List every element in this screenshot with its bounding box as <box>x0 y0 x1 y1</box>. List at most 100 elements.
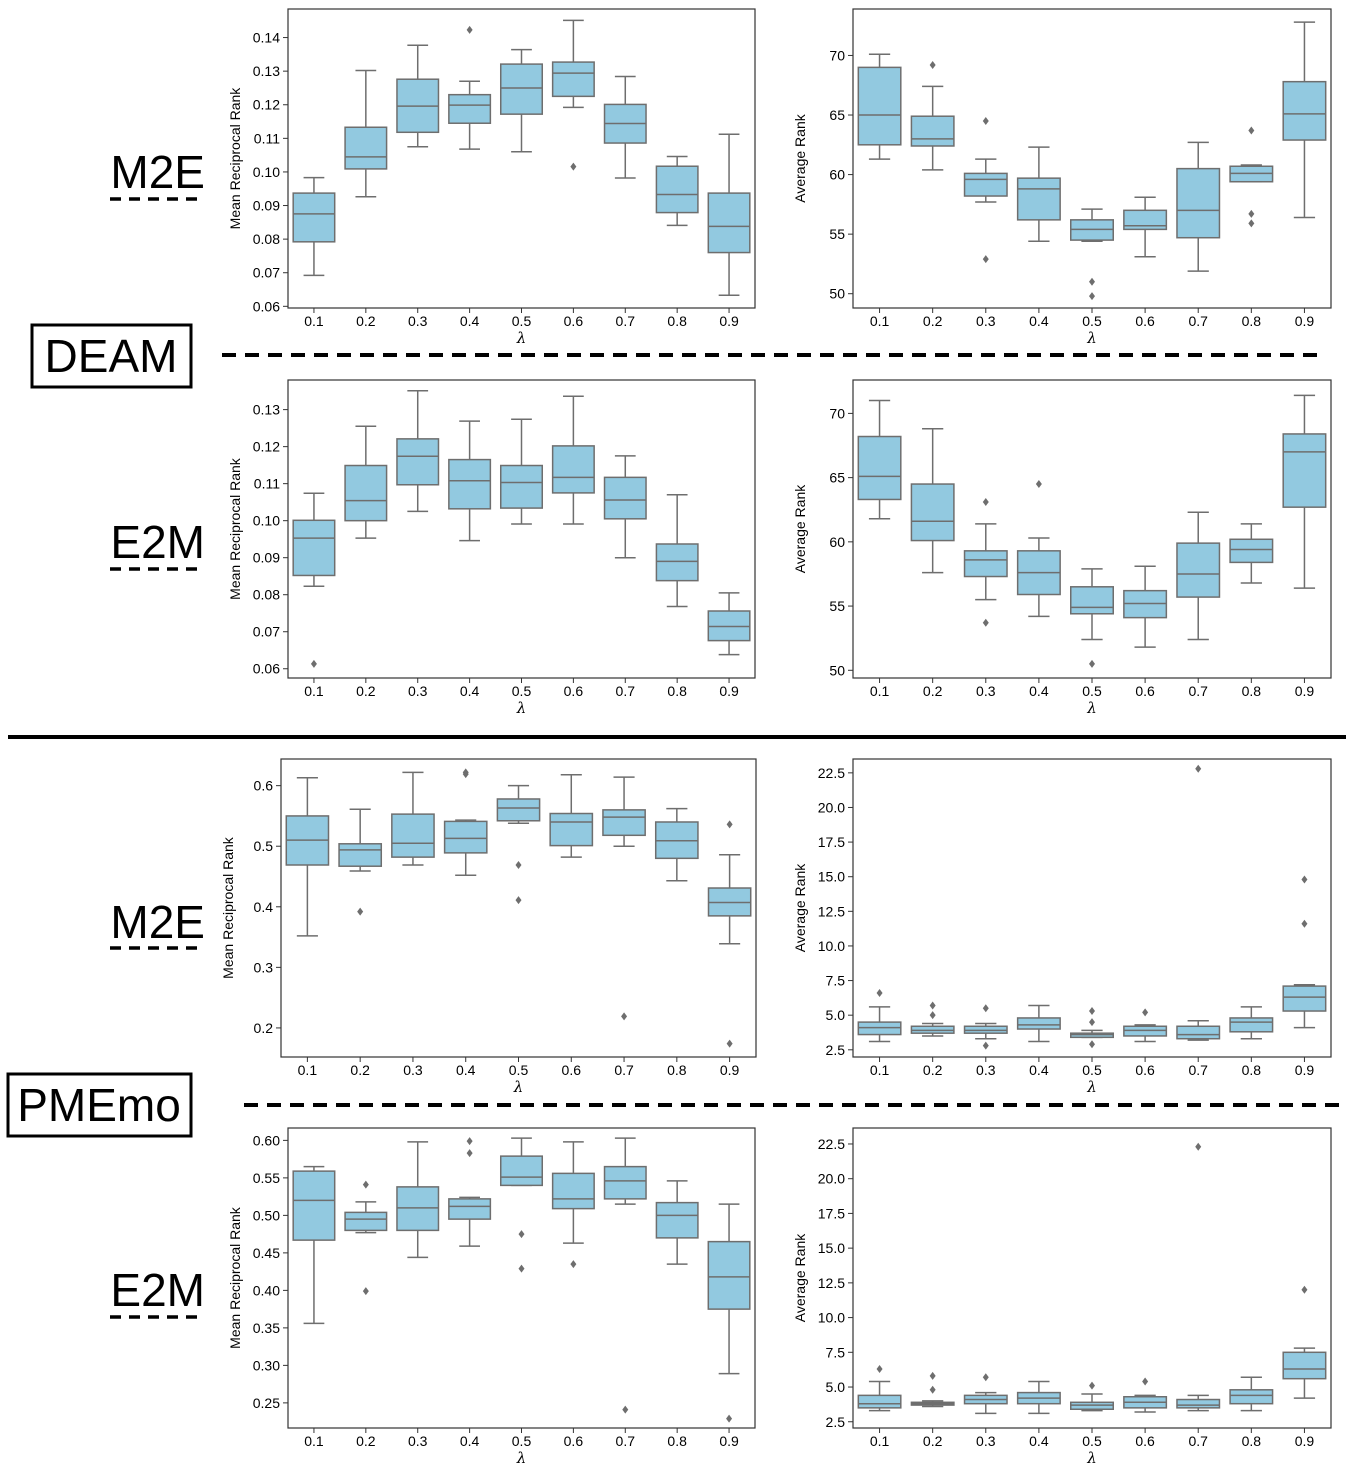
outlier-point <box>1089 1007 1095 1016</box>
y-tick-label: 5.0 <box>826 1007 846 1023</box>
x-tick-label: 0.3 <box>976 313 996 329</box>
x-tick-label: 0.4 <box>1029 683 1049 699</box>
outlier-point <box>929 1385 936 1394</box>
box-0.6 <box>551 395 595 525</box>
y-tick-label: 0.4 <box>254 899 274 915</box>
outlier-point <box>982 498 989 507</box>
box-iqr <box>499 1155 544 1187</box>
box-0.8 <box>654 807 699 882</box>
x-tick-label: 0.6 <box>1135 683 1155 699</box>
x-tick-label: 0.3 <box>976 683 996 699</box>
y-axis-label: Mean Reciprocal Rank <box>227 1206 243 1349</box>
box-0.2 <box>910 1371 955 1408</box>
box-0.1 <box>857 1364 902 1412</box>
y-tick-label: 60 <box>829 167 845 183</box>
box-iqr <box>707 192 751 254</box>
x-tick-label: 0.4 <box>456 1062 476 1078</box>
outlier-point <box>570 1260 577 1269</box>
y-tick-label: 0.5 <box>254 838 274 854</box>
chart-pmemo-e2m-mrr: 0.25 0.30 0.35 0.40 0.45 0.50 0.55 0.60 0.1 0.2 0.… <box>227 1127 756 1463</box>
x-tick-label: 0.1 <box>870 1062 890 1078</box>
box-0.4 <box>448 420 492 542</box>
box-0.9 <box>1282 875 1327 1029</box>
x-tick-label: 0.7 <box>614 1062 634 1078</box>
y-tick-label: 50 <box>829 662 845 678</box>
box-iqr <box>603 1165 647 1200</box>
box-0.7 <box>1176 1142 1221 1412</box>
box-0.4 <box>448 1137 492 1247</box>
x-axis-label: λ <box>513 1078 524 1096</box>
group-label-pmemo: PMEmo <box>6 1072 193 1138</box>
box-iqr <box>655 543 699 582</box>
box-0.5 <box>1070 1381 1114 1412</box>
box-iqr <box>344 464 388 522</box>
x-tick-label: 0.1 <box>870 313 890 329</box>
x-tick-label: 0.2 <box>350 1062 370 1078</box>
x-axis-label: λ <box>516 329 527 347</box>
box-iqr <box>1070 586 1114 615</box>
box-0.4 <box>1016 146 1061 243</box>
y-tick-label: 7.5 <box>826 973 846 989</box>
box-iqr <box>603 476 647 520</box>
outlier-point <box>1142 1377 1149 1386</box>
outlier-point <box>929 1011 936 1020</box>
x-tick-label: 0.9 <box>719 683 739 699</box>
x-tick-label: 0.9 <box>1295 1433 1315 1449</box>
box-0.4 <box>443 768 488 877</box>
y-tick-label: 0.07 <box>253 624 280 640</box>
x-tick-label: 0.5 <box>512 313 532 329</box>
box-0.2 <box>910 60 955 171</box>
box-0.6 <box>551 1141 595 1269</box>
x-tick-label: 0.5 <box>512 1433 532 1449</box>
outlier-point <box>726 1414 733 1423</box>
outlier-point <box>1248 126 1255 135</box>
outlier-point <box>982 1373 989 1382</box>
box-0.9 <box>707 820 752 1048</box>
y-tick-label: 0.30 <box>253 1357 280 1373</box>
box-0.4 <box>448 25 492 150</box>
box-iqr <box>338 843 383 867</box>
box-iqr <box>292 192 336 243</box>
y-tick-label: 2.5 <box>826 1414 846 1430</box>
box-iqr <box>549 812 594 847</box>
box-0.7 <box>602 776 646 1021</box>
box-iqr <box>499 63 544 115</box>
outlier-point <box>515 860 522 869</box>
y-tick-label: 0.55 <box>253 1170 280 1186</box>
x-tick-label: 0.9 <box>1295 683 1315 699</box>
box-0.2 <box>910 1001 955 1037</box>
box-0.5 <box>499 418 544 525</box>
chart-deam-m2e-ar: 50 55 60 65 70 0.1 0.2 0.3 0.4 0.5 0.6 0.7 0.8 0.9 λ Av… <box>792 8 1332 347</box>
box-iqr <box>857 66 902 146</box>
y-tick-label: 12.5 <box>818 1275 845 1291</box>
box-0.3 <box>963 1004 1008 1050</box>
box-iqr <box>499 464 544 509</box>
outlier-point <box>1089 292 1095 301</box>
chart-pmemo-e2m-ar: 2.5 5.0 7.5 10.0 12.5 15.0 17.5 20.0 22.5 0.1 0.2 0… <box>792 1127 1332 1463</box>
group-label-text: PMEmo <box>17 1079 181 1131</box>
box-iqr <box>963 550 1008 578</box>
x-tick-label: 0.2 <box>356 683 376 699</box>
y-axis-label: Mean Reciprocal Rank <box>227 457 243 600</box>
y-tick-label: 0.06 <box>253 661 280 677</box>
y-axis-label: Mean Reciprocal Rank <box>227 87 243 230</box>
box-iqr <box>963 172 1008 197</box>
row-label-text: E2M <box>110 1264 205 1316</box>
box-iqr <box>1229 1389 1274 1405</box>
x-tick-label: 0.9 <box>719 313 739 329</box>
box-0.2 <box>338 808 383 916</box>
chart-pmemo-m2e-ar: 2.5 5.0 7.5 10.0 12.5 15.0 17.5 20.0 22.5 0.1 0.2 0… <box>792 758 1332 1096</box>
box-iqr <box>1176 542 1221 598</box>
box-0.2 <box>344 1180 388 1296</box>
x-tick-label: 0.8 <box>1242 1433 1262 1449</box>
chart-deam-m2e-mrr: 0.06 0.07 0.08 0.09 0.10 0.11 0.12 0.13 0.14 0.1 0… <box>227 8 756 347</box>
x-tick-label: 0.5 <box>1082 683 1102 699</box>
y-tick-label: 60 <box>829 534 845 550</box>
outlier-point <box>1142 1008 1149 1017</box>
x-axis-label: λ <box>516 699 527 717</box>
box-0.3 <box>396 1141 440 1259</box>
x-tick-label: 0.9 <box>1295 313 1315 329</box>
y-tick-label: 0.08 <box>253 231 280 247</box>
y-axis-label: Average Rank <box>792 484 808 573</box>
row-label-deam-e2m: E2M <box>110 516 205 571</box>
